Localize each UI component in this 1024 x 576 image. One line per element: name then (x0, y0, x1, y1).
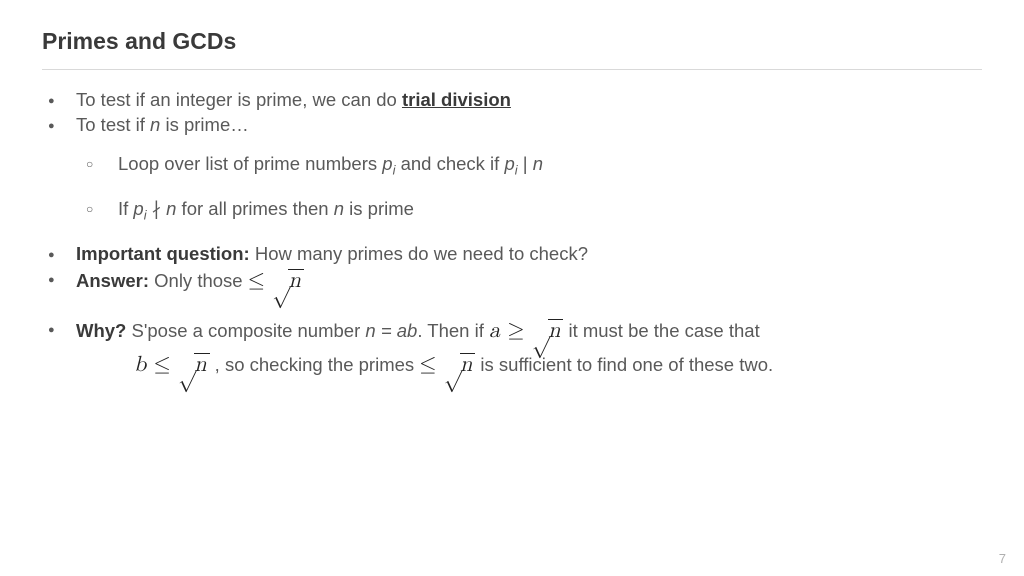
var-a: a (489, 320, 500, 342)
math-b-leq-sqrt-n: b ≤ √n (134, 354, 210, 376)
sqrt-icon: √n (178, 351, 210, 381)
label-answer: Answer: (76, 270, 149, 291)
bullet-trial-division: To test if an integer is prime, we can d… (42, 88, 982, 113)
sqrt-icon: √n (532, 317, 564, 347)
slide-title: Primes and GCDs (42, 28, 982, 70)
sqrt-icon: √n (272, 267, 304, 297)
label-important-question: Important question: (76, 243, 250, 264)
var-n: n (334, 198, 344, 219)
text: How many primes do we need to check? (250, 243, 588, 264)
divides-symbol: | (518, 153, 533, 174)
var-n: n (548, 319, 563, 343)
text: and check if (395, 153, 504, 174)
var-n: n (166, 198, 176, 219)
trial-division-term: trial division (402, 89, 511, 110)
text: . Then if (417, 320, 489, 341)
math-leq-sqrt-n: ≤ √n (248, 270, 304, 292)
text: To test if an integer is prime, we can d… (76, 89, 402, 110)
var-n: n (288, 269, 303, 293)
page-number: 7 (999, 551, 1006, 566)
math-leq-sqrt-n: ≤ √n (419, 354, 475, 376)
var-p: p (504, 153, 514, 174)
slide-container: Primes and GCDs To test if an integer is… (0, 0, 1024, 380)
geq-symbol: ≥ (500, 320, 532, 342)
label-why: Why? (76, 320, 126, 341)
bullet-important-question: Important question: How many primes do w… (42, 242, 982, 267)
text: Only those (149, 270, 248, 291)
text: Loop over list of prime numbers (118, 153, 382, 174)
leq-symbol: ≤ (146, 354, 178, 376)
leq-symbol: ≤ (419, 354, 443, 376)
text: for all primes then (176, 198, 333, 219)
sub-bullet-list: Loop over list of prime numbers pi and c… (76, 152, 982, 224)
not-divides-symbol: ∤ (147, 198, 167, 219)
var-p: p (382, 153, 392, 174)
bullet-test-n-prime: To test if n is prime… Loop over list of… (42, 113, 982, 224)
eq-n-ab: n = ab (365, 320, 417, 341)
var-p: p (133, 198, 143, 219)
why-line2: b ≤ √n , so checking the primes ≤ √n is … (76, 351, 982, 381)
text: is prime… (160, 114, 248, 135)
var-n: n (460, 353, 475, 377)
var-n: n (194, 353, 209, 377)
var-n: n (533, 153, 543, 174)
var-n: n (150, 114, 160, 135)
text: is prime (344, 198, 414, 219)
bullet-answer: Answer: Only those ≤ √n (42, 267, 982, 297)
leq-symbol: ≤ (248, 270, 265, 292)
sqrt-icon: √n (444, 351, 476, 381)
var-b: b (134, 354, 146, 376)
text: , so checking the primes (210, 354, 420, 375)
text: To test if (76, 114, 150, 135)
text: If (118, 198, 133, 219)
bullet-list: To test if an integer is prime, we can d… (42, 88, 982, 380)
math-a-geq-sqrt-n: a ≥ √n (489, 320, 563, 342)
text: it must be the case that (563, 320, 759, 341)
sub-bullet-loop: Loop over list of prime numbers pi and c… (76, 152, 982, 179)
bullet-why: Why? S'pose a composite number n = ab. T… (42, 317, 982, 380)
text: is sufficient to find one of these two. (475, 354, 773, 375)
sub-bullet-notdiv: If pi ∤ n for all primes then n is prime (76, 197, 982, 224)
text: S'pose a composite number (126, 320, 365, 341)
